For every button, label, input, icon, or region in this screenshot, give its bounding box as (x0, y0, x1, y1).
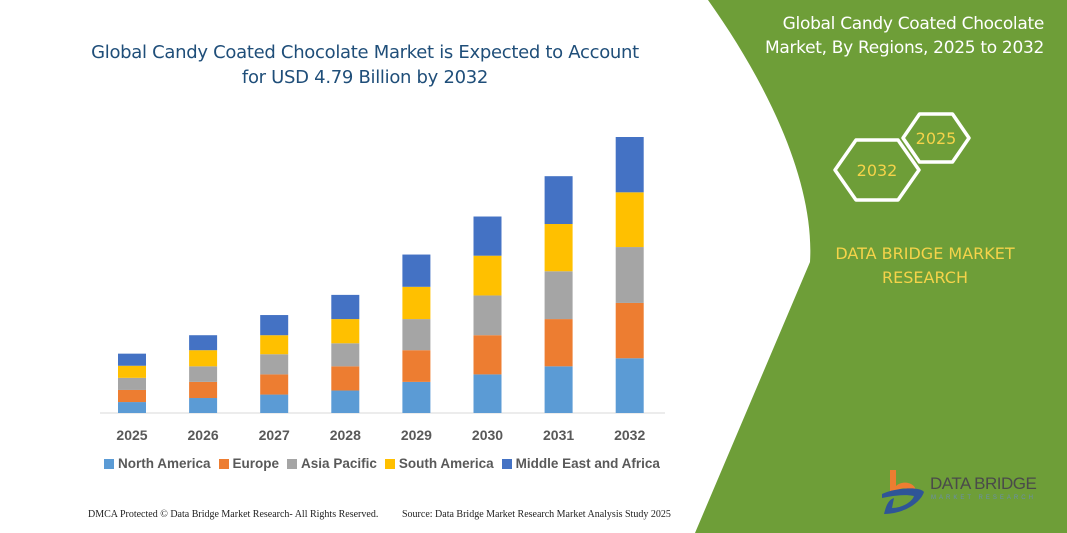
bar-segment-2027-asia-pacific (260, 354, 289, 375)
bar-segment-2025-south-america (118, 365, 146, 378)
bar-segment-2025-middle-east-and-africa (118, 353, 146, 366)
bar-segment-2028-asia-pacific (331, 343, 360, 367)
x-tick-label: 2031 (543, 427, 574, 443)
bar-segment-2031-asia-pacific (544, 271, 573, 320)
footer-copyright: DMCA Protected © Data Bridge Market Rese… (88, 509, 379, 520)
bar-segment-2030-middle-east-and-africa (473, 216, 502, 256)
legend-item: North America (104, 456, 211, 471)
bar-segment-2029-middle-east-and-africa (402, 254, 431, 287)
bar-segment-2027-middle-east-and-africa (260, 315, 289, 336)
bars (118, 137, 644, 413)
panel-title: Global Candy Coated Chocolate Market, By… (764, 14, 1044, 58)
bar-segment-2032-north-america (615, 358, 644, 413)
bar-segment-2025-north-america (118, 402, 146, 413)
data-bridge-logo (882, 470, 924, 514)
x-tick-label: 2030 (472, 427, 503, 443)
bar-segment-2030-asia-pacific (473, 295, 502, 336)
bar-segment-2026-south-america (189, 350, 218, 367)
legend-swatch (501, 458, 512, 469)
x-tick-label: 2027 (259, 427, 290, 443)
bar-segment-2028-south-america (331, 319, 360, 344)
logo-text: DATA BRIDGE (930, 474, 1037, 493)
hexagon-2025 (901, 112, 971, 164)
legend-label: Middle East and Africa (515, 456, 660, 471)
hexagon-label: 2025 (916, 129, 957, 148)
legend-item: Asia Pacific (287, 456, 377, 471)
legend: North America Europe Asia Pacific South … (104, 456, 660, 471)
hexagon-label: 2032 (857, 161, 898, 180)
legend-swatch (384, 458, 395, 469)
green-panel (695, 0, 1067, 533)
bar-segment-2032-south-america (615, 192, 644, 248)
bar-segment-2029-north-america (402, 381, 431, 413)
bar-segment-2027-south-america (260, 335, 289, 355)
bar-segment-2028-europe (331, 366, 360, 391)
x-tick-label: 2032 (614, 427, 645, 443)
x-tick-label: 2025 (116, 427, 147, 443)
bar-segment-2030-north-america (473, 374, 502, 413)
bar-segment-2026-europe (189, 381, 218, 399)
legend-label: Asia Pacific (301, 456, 377, 471)
bar-segment-2029-south-america (402, 286, 431, 320)
footer-source: Source: Data Bridge Market Research Mark… (402, 509, 671, 520)
bar-segment-2029-europe (402, 350, 431, 382)
bar-segment-2032-middle-east-and-africa (615, 137, 644, 193)
bar-segment-2029-asia-pacific (402, 319, 431, 351)
legend-item: South America (384, 456, 494, 471)
bar-segment-2031-middle-east-and-africa (544, 176, 573, 225)
bar-segment-2026-middle-east-and-africa (189, 335, 218, 351)
bar-segment-2026-north-america (189, 398, 218, 413)
legend-item: Europe (218, 456, 280, 471)
brand-name: DATA BRIDGE MARKET RESEARCH (835, 244, 1015, 287)
bar-segment-2031-north-america (544, 366, 573, 413)
legend-swatch (104, 458, 114, 469)
bar-segment-2025-europe (118, 389, 146, 403)
bar-segment-2028-middle-east-and-africa (331, 294, 360, 320)
bar-segment-2032-asia-pacific (615, 247, 644, 303)
bar-segment-2030-south-america (473, 255, 502, 296)
bar-segment-2027-north-america (260, 394, 289, 413)
x-tick-label: 2028 (330, 427, 361, 443)
legend-label: Europe (232, 456, 280, 471)
legend-item: Middle East and Africa (501, 456, 660, 471)
bar-segment-2031-south-america (544, 224, 573, 272)
chart-title: Global Candy Coated Chocolate Market is … (91, 42, 639, 88)
legend-swatch (287, 458, 298, 469)
x-tick-label: 2026 (188, 427, 219, 443)
legend-label: South America (398, 456, 494, 471)
bar-segment-2025-asia-pacific (118, 377, 146, 390)
x-tick-label: 2029 (401, 427, 432, 443)
bar-segment-2026-asia-pacific (189, 366, 218, 382)
legend-label: North America (118, 456, 211, 471)
hexagon-2032 (833, 138, 921, 202)
bar-segment-2028-north-america (331, 390, 360, 413)
bar-segment-2031-europe (544, 319, 573, 367)
logo-subtext: MARKET RESEARCH (931, 495, 1036, 501)
bar-segment-2027-europe (260, 374, 289, 395)
bar-segment-2032-europe (615, 302, 644, 359)
bar-segment-2030-europe (473, 335, 502, 375)
legend-swatch (218, 458, 229, 469)
